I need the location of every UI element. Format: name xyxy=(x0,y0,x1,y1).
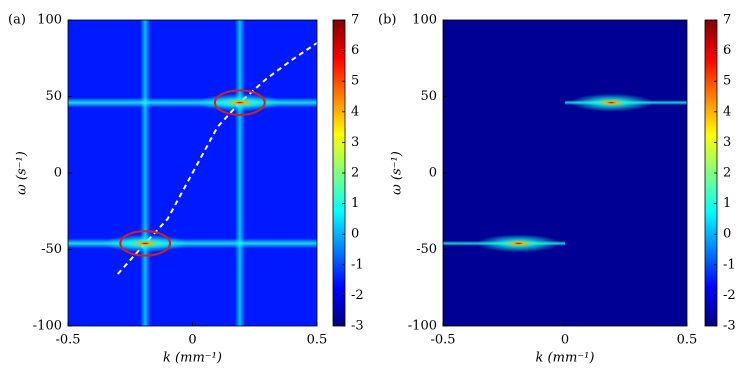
peak xyxy=(103,234,188,253)
colorbar-tick-label: -3 xyxy=(723,319,736,334)
heatmap-background xyxy=(443,20,687,326)
x-axis-label: k (mm⁻¹) xyxy=(536,351,595,366)
colorbar-tick-label: 2 xyxy=(351,166,359,181)
y-tick-label: 50 xyxy=(420,89,437,104)
colorbar-tick-label: 7 xyxy=(351,13,359,28)
colorbar-tick-label: 1 xyxy=(351,196,359,211)
peak xyxy=(569,93,654,112)
y-tick-label: 0 xyxy=(429,166,437,181)
plot-area xyxy=(443,20,687,326)
x-tick-label: 0 xyxy=(188,333,196,348)
x-tick-label: 0.5 xyxy=(677,333,698,348)
colorbar-tick-label: 4 xyxy=(723,104,731,119)
colorbar-tick-label: 3 xyxy=(351,135,359,150)
horizontal-band xyxy=(68,97,317,108)
colorbar-tick-label: 5 xyxy=(723,74,731,89)
panel-label: (a) xyxy=(8,13,26,28)
y-tick-label: -50 xyxy=(416,242,437,257)
vertical-band xyxy=(234,20,245,326)
colorbar-tick-label: 1 xyxy=(723,196,731,211)
colorbar-tick-label: 7 xyxy=(723,13,731,28)
peak xyxy=(197,93,282,112)
colorbar-tick-label: 4 xyxy=(351,104,359,119)
colorbar-tick-label: -2 xyxy=(351,288,364,303)
peak xyxy=(476,234,561,253)
y-tick-label: 100 xyxy=(37,13,62,28)
x-tick-label: -0.5 xyxy=(55,333,80,348)
colorbar-tick-label: -3 xyxy=(351,319,364,334)
colorbar-tick-label: -2 xyxy=(723,288,736,303)
y-tick-label: 50 xyxy=(45,89,62,104)
y-tick-label: 0 xyxy=(54,166,62,181)
y-tick-label: 100 xyxy=(412,13,437,28)
highlight-ellipse xyxy=(213,89,266,116)
colorbar-tick-label: 3 xyxy=(723,135,731,150)
colorbar-tick-label: 0 xyxy=(351,227,359,242)
y-tick-label: -100 xyxy=(33,319,62,334)
x-tick-label: -0.5 xyxy=(430,333,455,348)
x-tick-label: 0 xyxy=(561,333,569,348)
colorbar-tick-label: 5 xyxy=(351,74,359,89)
horizontal-band xyxy=(68,238,317,249)
plot-area xyxy=(68,20,317,326)
x-tick-label: 0.5 xyxy=(307,333,328,348)
panel-label: (b) xyxy=(378,13,396,28)
colorbar-tick-label: 0 xyxy=(723,227,731,242)
y-tick-label: -50 xyxy=(41,242,62,257)
colorbar-tick-label: 6 xyxy=(351,43,359,58)
y-axis-label: ω (s⁻¹) xyxy=(390,151,405,195)
x-axis-label: k (mm⁻¹) xyxy=(163,351,222,366)
colorbar-tick-label: 6 xyxy=(723,43,731,58)
highlight-ellipse xyxy=(119,230,172,257)
colorbar-tick-label: -1 xyxy=(723,257,736,272)
y-axis-label: ω (s⁻¹) xyxy=(15,151,30,195)
vertical-band xyxy=(140,20,151,326)
colorbar-tick-label: 2 xyxy=(723,166,731,181)
y-tick-label: -100 xyxy=(408,319,437,334)
colorbar-tick-label: -1 xyxy=(351,257,364,272)
